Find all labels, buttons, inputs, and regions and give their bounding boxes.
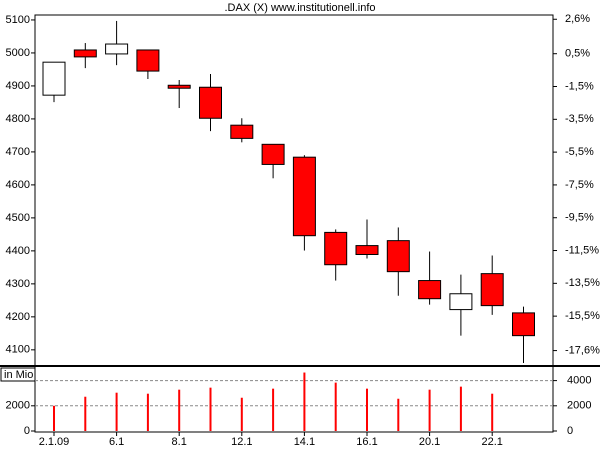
y2-tick-label: -17,6% <box>565 344 600 356</box>
candle-body <box>292 156 316 237</box>
candle-body <box>136 49 160 72</box>
candle-body <box>480 273 504 307</box>
y2-tick-label: -1,5% <box>565 80 594 92</box>
y2-tick-label: 0 <box>567 425 573 437</box>
y-tick-label: 4300 <box>6 278 30 290</box>
volume-bar <box>334 382 337 431</box>
candle-body <box>73 49 97 58</box>
x-tick-label: 6.1 <box>109 436 124 448</box>
y-tick-label: 4100 <box>6 344 30 356</box>
volume-bar <box>272 388 275 431</box>
volume-bar <box>84 396 87 431</box>
chart-title: .DAX (X) www.institutionell.info <box>225 2 376 14</box>
candle-body <box>42 61 66 96</box>
y-tick-label: 4900 <box>6 80 30 92</box>
candle-body <box>230 124 254 139</box>
volume-unit-box <box>0 367 36 382</box>
y2-tick-label: -13,5% <box>565 277 600 289</box>
y-tick-label: 4800 <box>6 113 30 125</box>
x-tick-label: 2.1.09 <box>39 436 70 448</box>
x-tick-label: 12.1 <box>231 436 252 448</box>
y2-tick-label: 2,6% <box>565 13 590 25</box>
candle-body <box>261 143 285 165</box>
y-tick-label: 4500 <box>6 212 30 224</box>
volume-bar <box>146 393 149 431</box>
volume-unit: in Mio <box>4 369 33 381</box>
candle-body <box>449 293 473 311</box>
volume-bar <box>209 387 212 431</box>
volume-bar <box>178 389 181 431</box>
candle-body <box>167 84 191 89</box>
x-tick-label: 16.1 <box>356 436 377 448</box>
candle-body <box>324 231 348 266</box>
y-tick-label: 4700 <box>6 146 30 158</box>
volume-bar <box>366 388 368 431</box>
x-tick-label: 8.1 <box>172 436 187 448</box>
volume-bar <box>303 372 306 431</box>
y-tick-label: 4400 <box>6 245 30 257</box>
x-tick-label: 22.1 <box>481 436 502 448</box>
plot-frame <box>34 14 554 433</box>
candle-body <box>418 280 442 300</box>
y2-tick-label: 4000 <box>567 375 591 387</box>
y-tick-label: 5100 <box>6 14 30 26</box>
candle-body <box>199 86 222 119</box>
y-tick-label: 5000 <box>6 47 30 59</box>
y2-tick-label: -15,5% <box>565 310 600 322</box>
volume-bar <box>397 398 400 431</box>
x-tick-label: 20.1 <box>419 436 440 448</box>
volume-bar <box>428 389 431 431</box>
y2-tick-label: -7,5% <box>565 179 594 191</box>
volume-bar <box>491 393 494 431</box>
y2-tick-label: -9,5% <box>565 212 594 224</box>
candle-body <box>355 245 379 255</box>
x-tick-label: 14.1 <box>294 436 315 448</box>
y2-tick-label: 2000 <box>567 400 591 412</box>
y-tick-label: 2000 <box>6 400 30 412</box>
candle-body <box>386 240 410 273</box>
y2-tick-label: 0,5% <box>565 48 590 60</box>
volume-bar <box>240 397 243 431</box>
y-tick-label: 4600 <box>6 179 30 191</box>
y2-tick-label: -3,5% <box>565 113 594 125</box>
volume-bar <box>115 392 118 431</box>
y2-tick-label: -5,5% <box>565 146 594 158</box>
y-tick-label: 0 <box>24 425 30 437</box>
y-tick-label: 4200 <box>6 311 30 323</box>
y2-tick-label: -11,5% <box>565 244 599 256</box>
volume-bar <box>459 386 462 431</box>
candle-body <box>512 312 535 337</box>
candle-body <box>105 43 129 55</box>
volume-bar <box>53 405 55 431</box>
